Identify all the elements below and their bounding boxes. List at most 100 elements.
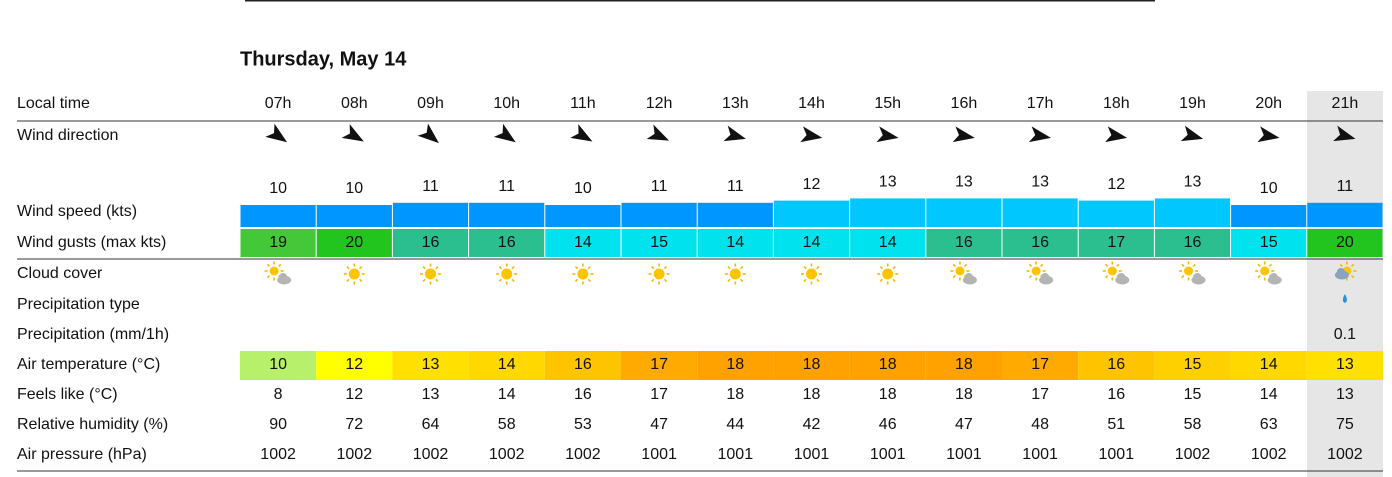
- humidity-value: 58: [498, 416, 516, 433]
- sun-ray: [587, 266, 591, 270]
- cloud-icon: [1115, 273, 1130, 285]
- sun-ray: [663, 266, 668, 270]
- gust-value: 19: [269, 234, 287, 251]
- gust-value: 17: [1107, 234, 1125, 251]
- sun-ray: [952, 263, 956, 267]
- row-label: Feels like (°C): [17, 386, 118, 403]
- wind-speed-value: 11: [651, 178, 668, 195]
- sun-icon: [877, 263, 899, 285]
- pressure-value: 1001: [641, 446, 677, 463]
- row-label: Local time: [17, 95, 90, 112]
- sun-ray: [1028, 263, 1033, 267]
- temp-value: 18: [803, 356, 821, 373]
- wind-speed-value: 13: [879, 174, 897, 191]
- wind-arrow: [1257, 126, 1280, 143]
- feels-value: 17: [1031, 386, 1049, 403]
- wind-speed-bar: [240, 205, 316, 227]
- gust-value: 14: [803, 234, 821, 251]
- temp-value: 15: [1184, 356, 1202, 373]
- sun-disc: [882, 268, 894, 280]
- gust-cell: [240, 229, 316, 257]
- temp-cell: [1306, 351, 1383, 380]
- temp-value: 14: [498, 356, 516, 373]
- hour-label: 20h: [1255, 95, 1282, 112]
- wind-arrow: [265, 123, 288, 143]
- sun-ray: [1105, 275, 1109, 279]
- pressure-value: 1002: [565, 446, 601, 463]
- sun-disc: [501, 268, 513, 280]
- sun-icon: [264, 261, 284, 281]
- wind-speed-value: 10: [345, 180, 363, 197]
- pressure-value: 1001: [1022, 446, 1058, 463]
- cloud-icon: [1191, 273, 1206, 285]
- wind-arrow: [1028, 126, 1051, 143]
- gust-cell: [1154, 229, 1231, 257]
- sun-ray: [422, 266, 426, 270]
- sun-ray: [359, 278, 363, 282]
- rain-drop: [1342, 294, 1347, 303]
- gust-value: 20: [1336, 234, 1354, 251]
- pressure-value: 1001: [794, 446, 830, 463]
- gust-value: 16: [1184, 234, 1202, 251]
- sun-icon: [343, 263, 365, 285]
- pressure-value: 1002: [413, 446, 449, 463]
- sun-ray: [511, 278, 515, 282]
- temp-value: 13: [422, 356, 440, 373]
- sun-ray: [879, 278, 883, 282]
- cloud-part: [964, 273, 973, 281]
- sun-icon: [648, 263, 670, 285]
- pressure-value: 1002: [1327, 446, 1363, 463]
- hour-label: 09h: [417, 95, 444, 112]
- sun-disc: [955, 266, 965, 276]
- feels-value: 8: [274, 386, 283, 403]
- sun-disc: [1031, 266, 1041, 276]
- sun-ray: [1028, 275, 1033, 279]
- temp-cell: [1230, 351, 1307, 380]
- wind-speed-value: 10: [574, 180, 592, 197]
- cloud-icon: [1334, 268, 1349, 280]
- sun-ray: [266, 263, 271, 267]
- feels-value: 18: [879, 386, 897, 403]
- wind-arrow: [800, 126, 823, 143]
- cloud-part: [1041, 273, 1050, 281]
- temp-cell: [697, 351, 774, 380]
- sun-ray: [1105, 263, 1109, 267]
- feels-value: 14: [498, 386, 516, 403]
- feels-value: 16: [574, 386, 592, 403]
- sun-ray: [574, 278, 579, 282]
- gust-cell: [1002, 229, 1078, 257]
- wind-speed-value: 11: [498, 178, 515, 195]
- sun-ray: [1257, 275, 1261, 279]
- hour-label: 19h: [1179, 95, 1206, 112]
- pressure-value: 1001: [718, 446, 754, 463]
- wind-speed-bar: [621, 202, 697, 227]
- temp-value: 18: [879, 356, 897, 373]
- pressure-value: 1001: [870, 446, 906, 463]
- feels-value: 15: [1184, 386, 1202, 403]
- sun-ray: [803, 266, 807, 270]
- temp-value: 17: [1031, 356, 1049, 373]
- wind-speed-value: 12: [803, 176, 821, 193]
- temp-value: 16: [1107, 356, 1125, 373]
- pressure-value: 1002: [337, 446, 373, 463]
- gust-value: 16: [422, 234, 440, 251]
- sun-ray: [511, 266, 515, 270]
- sun-ray: [816, 266, 820, 270]
- wind-speed-bar: [926, 198, 1002, 227]
- gust-cell: [469, 229, 545, 257]
- temp-cell: [1078, 351, 1155, 380]
- temp-value: 12: [345, 356, 363, 373]
- sun-ray: [1350, 275, 1355, 279]
- temp-cell: [925, 351, 1002, 380]
- sun-disc: [806, 268, 817, 280]
- gust-value: 16: [1031, 234, 1049, 251]
- cloud-part: [1336, 268, 1345, 276]
- humidity-value: 53: [574, 416, 592, 433]
- sun-disc: [269, 266, 279, 276]
- hour-label: 21h: [1332, 95, 1359, 112]
- row-label: Precipitation type: [17, 296, 140, 313]
- sun-icon: [420, 263, 441, 285]
- row-label: Relative humidity (%): [17, 416, 168, 433]
